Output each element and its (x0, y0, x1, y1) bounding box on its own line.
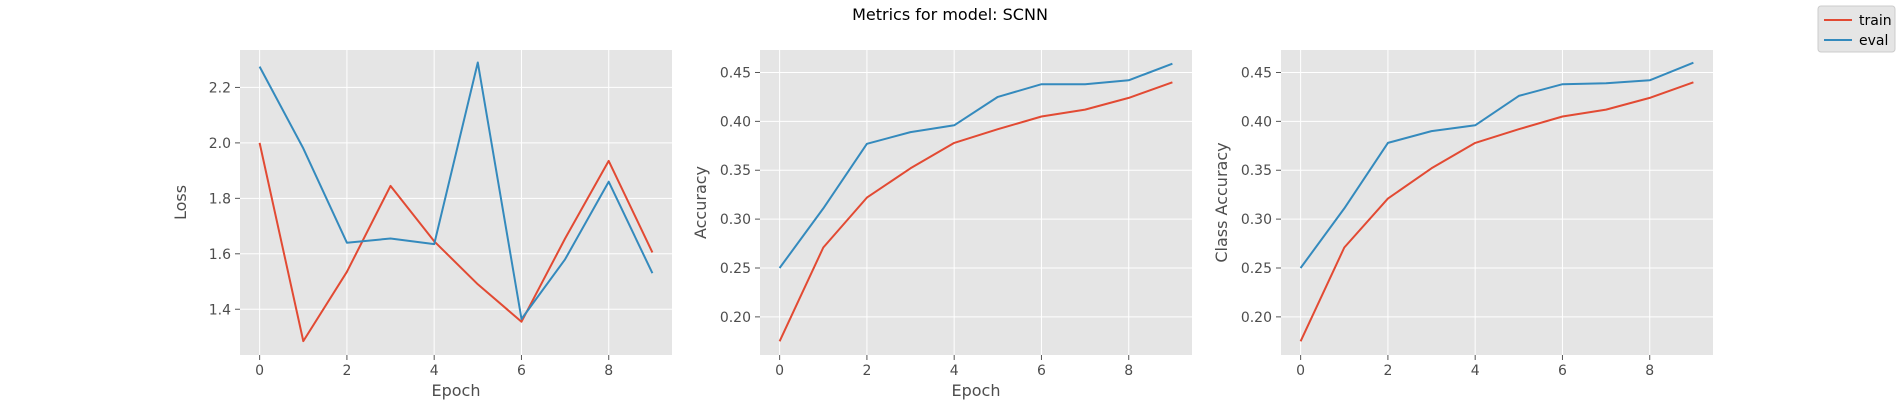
x-tick-label: 4 (430, 363, 439, 379)
y-tick-label: 2.0 (209, 136, 231, 152)
x-tick-label: 2 (1383, 363, 1392, 379)
plot-area (760, 50, 1192, 355)
y-axis-label: Class Accuracy (1212, 142, 1231, 262)
x-tick-label: 4 (950, 363, 959, 379)
series-line-eval (778, 62, 1173, 269)
x-axis-label: Epoch (432, 381, 481, 400)
y-tick-label: 0.35 (720, 163, 751, 179)
y-tick-label: 0.30 (720, 212, 751, 228)
series-line-train (258, 142, 654, 343)
x-tick-label: 2 (862, 363, 871, 379)
y-tick-label: 1.6 (209, 247, 231, 263)
y-axis-label: Accuracy (691, 166, 710, 239)
y-tick-label: 1.4 (209, 302, 231, 318)
series-line-eval (258, 61, 654, 320)
subplot-2: 0 2 4 6 8 0.20 0.25 0.30 0.35 0.40 0.45 Epoch Accura… (691, 50, 1192, 400)
y-tick-label: 0.40 (1241, 114, 1272, 130)
x-tick-label: 8 (1124, 363, 1133, 379)
x-tick-label: 6 (1558, 363, 1567, 379)
x-tick-label: 6 (517, 363, 526, 379)
y-tick-label: 0.45 (1241, 65, 1272, 81)
x-tick-label: 8 (1645, 363, 1654, 379)
series-line-train (1299, 81, 1694, 342)
y-tick-label: 0.35 (1241, 163, 1272, 179)
figure-title: Metrics for model: SCNN (852, 5, 1048, 24)
y-tick-label: 0.30 (1241, 212, 1272, 228)
x-tick-label: 0 (1296, 363, 1305, 379)
legend-label-eval: eval (1859, 33, 1888, 49)
x-tick-label: 0 (775, 363, 784, 379)
y-tick-label: 2.2 (209, 80, 231, 96)
y-tick-label: 0.40 (720, 114, 751, 130)
y-tick-label: 0.20 (720, 310, 751, 326)
y-axis-label: Loss (171, 185, 190, 220)
y-tick-label: 1.8 (209, 191, 231, 207)
series-line-train (778, 81, 1173, 342)
y-tick-label: 0.25 (1241, 261, 1272, 277)
x-axis-label: Epoch (952, 381, 1001, 400)
x-tick-label: 4 (1471, 363, 1480, 379)
y-tick-label: 0.25 (720, 261, 751, 277)
x-tick-label: 0 (255, 363, 264, 379)
plot-area (1281, 50, 1713, 355)
x-tick-label: 8 (604, 363, 613, 379)
y-tick-label: 0.45 (720, 65, 751, 81)
plot-area (240, 50, 672, 355)
series-line-eval (1299, 61, 1694, 269)
x-tick-label: 2 (342, 363, 351, 379)
subplots: 0 2 4 6 8 1.4 1.6 1.8 2.0 2.2 Epoch Loss 0 2 4 6 8 0.20 0.… (171, 50, 1713, 400)
legend-label-train: train (1859, 13, 1892, 29)
y-tick-label: 0.20 (1241, 310, 1272, 326)
x-tick-label: 6 (1037, 363, 1046, 379)
legend: train eval (1817, 5, 1896, 53)
subplot-1: 0 2 4 6 8 1.4 1.6 1.8 2.0 2.2 Epoch Loss (171, 50, 672, 400)
subplot-3: 0 2 4 6 8 0.20 0.25 0.30 0.35 0.40 0.45 Class Accur… (1212, 50, 1713, 379)
